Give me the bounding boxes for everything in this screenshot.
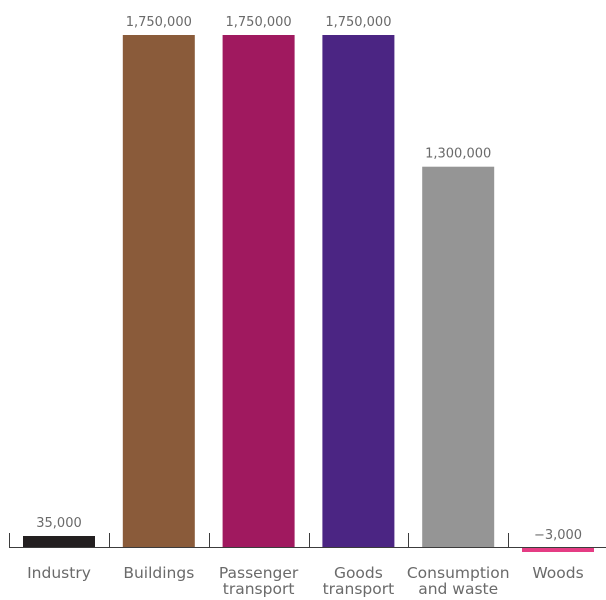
category-label: Consumption and waste xyxy=(407,564,510,598)
category-label: Woods xyxy=(532,564,583,582)
category-label-line: Goods xyxy=(334,564,383,582)
bar-3 xyxy=(322,35,395,547)
category-label: Industry xyxy=(27,564,91,582)
bar-5 xyxy=(522,548,594,552)
value-label: 35,000 xyxy=(36,516,82,531)
category-label-line: Buildings xyxy=(123,564,194,582)
x-axis xyxy=(9,533,606,548)
labels: 35,000 Industry 1,750,000 Buildings 1,750,00… xyxy=(27,15,584,598)
bars xyxy=(23,35,594,552)
category-label-line: and waste xyxy=(418,580,498,598)
bar-0 xyxy=(23,536,95,547)
value-label: 1,300,000 xyxy=(425,147,491,162)
category-label-line: transport xyxy=(323,580,395,598)
category-label-line: Passenger xyxy=(219,564,299,582)
category-label-line: Industry xyxy=(27,564,91,582)
value-label: 1,750,000 xyxy=(226,15,292,30)
category-label: Passenger transport xyxy=(219,564,299,598)
bar-2 xyxy=(222,35,295,547)
bar-4 xyxy=(422,166,495,547)
category-label: Goods transport xyxy=(323,564,395,598)
value-label: −3,000 xyxy=(534,528,582,543)
bar-1 xyxy=(122,35,195,547)
category-label-line: Woods xyxy=(532,564,583,582)
category-label-line: transport xyxy=(223,580,295,598)
category-label: Buildings xyxy=(123,564,194,582)
value-label: 1,750,000 xyxy=(325,15,391,30)
value-label: 1,750,000 xyxy=(126,15,192,30)
category-label-line: Consumption xyxy=(407,564,510,582)
